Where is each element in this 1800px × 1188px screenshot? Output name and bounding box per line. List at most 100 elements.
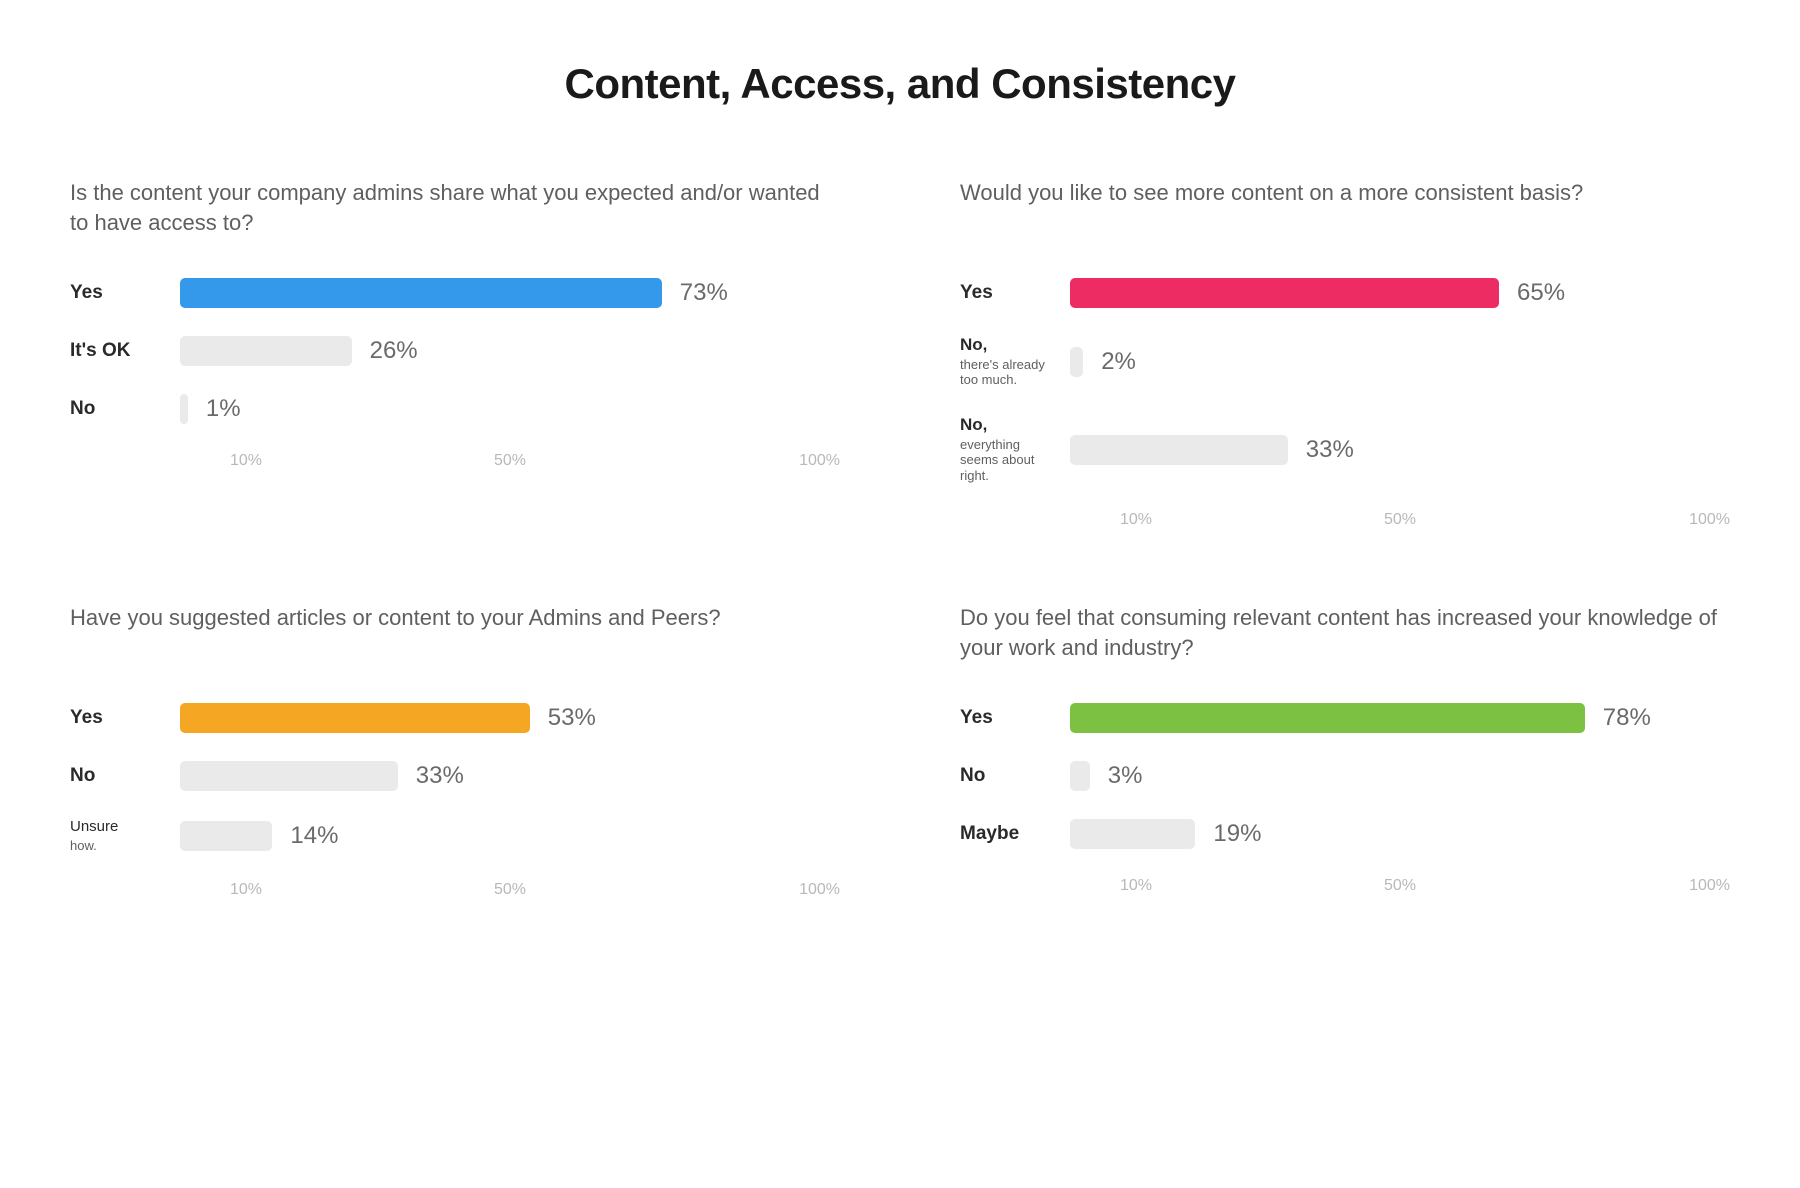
bar-fill [180, 821, 272, 851]
bar-label-main: No, [960, 336, 1058, 355]
bar-value: 53% [548, 704, 596, 732]
bar-fill [1070, 278, 1499, 308]
bar-label-main: No [70, 766, 168, 787]
bar-label: It's OK [70, 341, 180, 362]
bar-value: 19% [1213, 820, 1261, 848]
axis-tick: 10% [230, 881, 262, 899]
bar-track: 33% [1070, 435, 1730, 465]
bar-row: No 3% [960, 761, 1730, 791]
bar-value: 2% [1101, 348, 1136, 376]
bar-value: 78% [1603, 704, 1651, 732]
bar-label: No, there's already too much. [960, 336, 1070, 388]
bar-label-main: Yes [70, 283, 168, 304]
question-text: Have you suggested articles or content t… [70, 603, 840, 663]
bar-fill [180, 278, 662, 308]
bar-label: No, everything seems about right. [960, 416, 1070, 483]
bar-label-main: Maybe [960, 824, 1058, 845]
bar-track: 33% [180, 761, 840, 791]
axis-tick: 100% [1689, 877, 1730, 895]
chart-panel: Is the content your company admins share… [70, 178, 840, 533]
x-axis: 10% 50% 100% [1070, 511, 1730, 533]
bar-label: Yes [960, 283, 1070, 304]
question-text: Is the content your company admins share… [70, 178, 840, 238]
bar-value: 73% [680, 279, 728, 307]
bar-label: Unsurehow. [70, 819, 180, 853]
bar-value: 33% [1306, 436, 1354, 464]
bar-label-sub: there's already too much. [960, 357, 1058, 388]
bar-track: 1% [180, 394, 840, 424]
bar-row: Maybe 19% [960, 819, 1730, 849]
chart-panel: Have you suggested articles or content t… [70, 603, 840, 903]
bar-track: 53% [180, 703, 840, 733]
bar-rows: Yes 53% No 33% Unsurehow. 14% [70, 703, 840, 853]
bar-label-main: It's OK [70, 341, 168, 362]
bar-row: No, there's already too much. 2% [960, 336, 1730, 388]
bar-track: 73% [180, 278, 840, 308]
axis-tick: 50% [1384, 511, 1416, 529]
bar-label: Maybe [960, 824, 1070, 845]
bar-fill [1070, 819, 1195, 849]
question-text: Do you feel that consuming relevant cont… [960, 603, 1730, 663]
bar-row: Yes 78% [960, 703, 1730, 733]
bar-label-main: No, [960, 416, 1058, 435]
bar-fill [180, 703, 530, 733]
bar-track: 19% [1070, 819, 1730, 849]
bar-value: 26% [370, 337, 418, 365]
question-text: Would you like to see more content on a … [960, 178, 1730, 238]
page-title: Content, Access, and Consistency [70, 60, 1730, 108]
axis-tick: 50% [494, 881, 526, 899]
bar-row: Yes 73% [70, 278, 840, 308]
chart-panel: Do you feel that consuming relevant cont… [960, 603, 1730, 903]
x-axis: 10% 50% 100% [180, 881, 840, 903]
bar-value: 33% [416, 762, 464, 790]
bar-track: 14% [180, 821, 840, 851]
bar-track: 78% [1070, 703, 1730, 733]
bar-rows: Yes 78% No 3% Maybe 19% [960, 703, 1730, 849]
axis-tick: 50% [494, 452, 526, 470]
axis-tick: 100% [799, 881, 840, 899]
chart-panel: Would you like to see more content on a … [960, 178, 1730, 533]
bar-value: 65% [1517, 279, 1565, 307]
bar-label: Yes [70, 708, 180, 729]
axis-tick: 50% [1384, 877, 1416, 895]
chart-grid: Is the content your company admins share… [70, 178, 1730, 903]
axis-tick: 100% [1689, 511, 1730, 529]
bar-track: 3% [1070, 761, 1730, 791]
bar-track: 65% [1070, 278, 1730, 308]
bar-row: No, everything seems about right. 33% [960, 416, 1730, 483]
bar-label: No [70, 399, 180, 420]
bar-label-main: Yes [960, 708, 1058, 729]
bar-row: It's OK 26% [70, 336, 840, 366]
bar-rows: Yes 73% It's OK 26% No 1% [70, 278, 840, 424]
bar-track: 26% [180, 336, 840, 366]
bar-label: Yes [960, 708, 1070, 729]
bar-track: 2% [1070, 347, 1730, 377]
axis-tick: 10% [1120, 877, 1152, 895]
bar-value: 1% [206, 395, 241, 423]
bar-fill [1070, 703, 1585, 733]
bar-fill [1070, 761, 1090, 791]
bar-value: 14% [290, 822, 338, 850]
axis-tick: 10% [230, 452, 262, 470]
bar-row: No 33% [70, 761, 840, 791]
bar-row: Yes 53% [70, 703, 840, 733]
bar-fill [180, 336, 352, 366]
bar-label-sub: everything seems about right. [960, 437, 1058, 484]
x-axis: 10%50%100% [180, 452, 840, 474]
bar-fill [180, 394, 188, 424]
bar-label-sub: how. [70, 838, 168, 854]
axis-tick: 10% [1120, 511, 1152, 529]
bar-row: Yes 65% [960, 278, 1730, 308]
bar-label-main: Yes [960, 283, 1058, 304]
bar-rows: Yes 65% No, there's already too much. 2% No, e… [960, 278, 1730, 483]
bar-label: No [960, 766, 1070, 787]
bar-label: Yes [70, 283, 180, 304]
bar-value: 3% [1108, 762, 1143, 790]
bar-label-main: Yes [70, 708, 168, 729]
bar-fill [1070, 347, 1083, 377]
bar-row: Unsurehow. 14% [70, 819, 840, 853]
bar-label: No [70, 766, 180, 787]
bar-label-main: No [960, 766, 1058, 787]
bar-label-main: No [70, 399, 168, 420]
bar-fill [180, 761, 398, 791]
